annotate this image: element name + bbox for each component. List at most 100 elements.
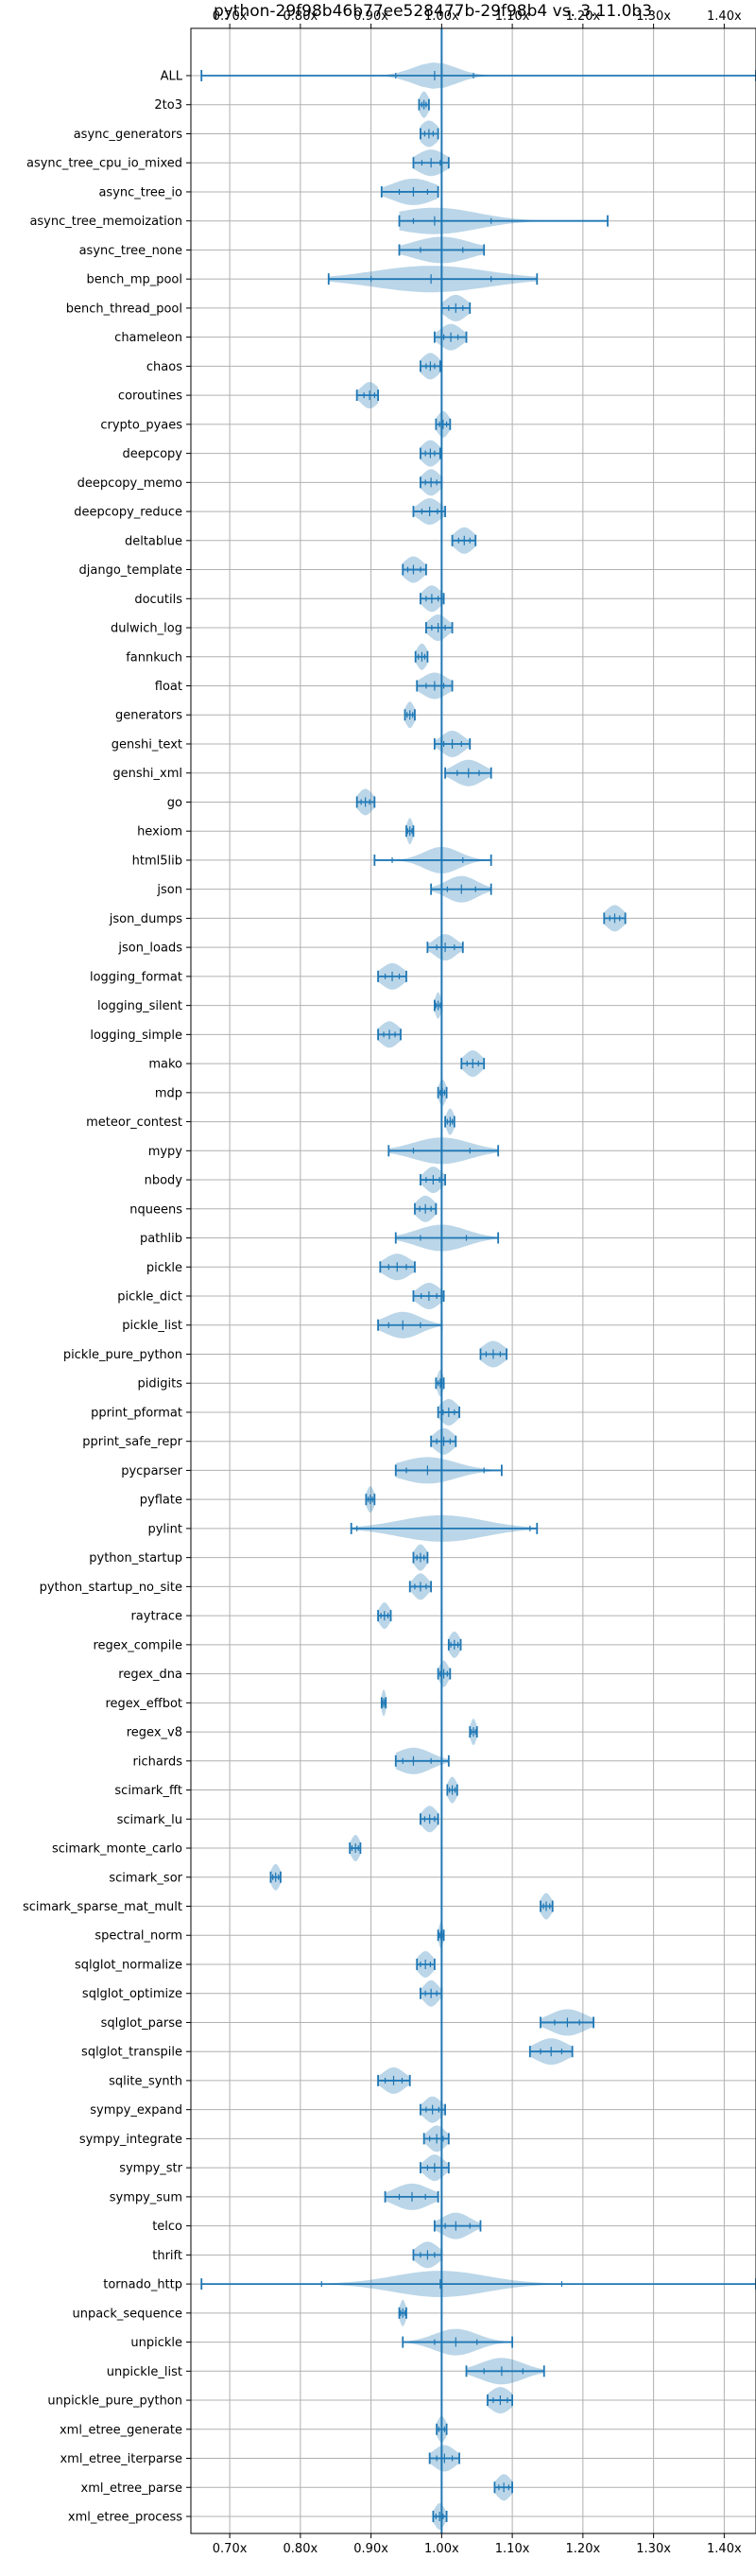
violin-scimark-sor bbox=[269, 1863, 282, 1891]
violin-crypto-pyaes bbox=[435, 410, 452, 438]
y-tick-label-go: go bbox=[167, 796, 182, 810]
x-tick-label-bottom: 1.40x bbox=[707, 2542, 742, 2556]
y-tick-label-spectral-norm: spectral_norm bbox=[94, 1929, 182, 1944]
x-tick-label-top: 1.00x bbox=[424, 9, 459, 24]
y-tick-label-json-loads: json_loads bbox=[117, 942, 182, 956]
y-tick-label-float: float bbox=[155, 680, 182, 694]
violin-deepcopy bbox=[420, 440, 441, 467]
y-tick-label-pprint-pformat: pprint_pformat bbox=[91, 1406, 182, 1420]
x-tick-label-top: 1.40x bbox=[707, 9, 742, 24]
violin-coroutines bbox=[355, 382, 379, 409]
y-tick-label-scimark-sor: scimark_sor bbox=[109, 1871, 182, 1885]
violin-async-generators bbox=[420, 120, 439, 147]
violin-xml-etree-iterparse bbox=[428, 2445, 460, 2472]
y-tick-label-html5lib: html5lib bbox=[132, 854, 182, 868]
violin-pickle bbox=[379, 1253, 416, 1281]
y-tick-label-async-tree-memoization: async_tree_memoization bbox=[29, 215, 182, 229]
y-tick-label-async-tree-io: async_tree_io bbox=[98, 185, 182, 199]
violin-bench-thread-pool bbox=[440, 294, 472, 321]
violin-mypy bbox=[387, 1137, 500, 1165]
y-tick-label-sympy-sum: sympy_sum bbox=[110, 2190, 182, 2204]
y-tick-label-sqlglot-optimize: sqlglot_optimize bbox=[82, 1987, 182, 2001]
violin-logging-format bbox=[377, 962, 407, 990]
grid-layer bbox=[191, 28, 756, 2533]
y-tick-label-telco: telco bbox=[152, 2220, 182, 2234]
y-tick-label-mdp: mdp bbox=[155, 1086, 182, 1100]
y-tick-label-raytrace: raytrace bbox=[130, 1610, 182, 1624]
y-tick-label-pycparser: pycparser bbox=[121, 1464, 182, 1478]
violin-regex-effbot bbox=[380, 1689, 387, 1717]
violin-logging-silent bbox=[433, 992, 443, 1019]
violin-sympy-integrate bbox=[422, 2125, 450, 2152]
y-tick-label-unpickle-list: unpickle_list bbox=[107, 2365, 182, 2379]
violin-unpack-sequence bbox=[398, 2299, 407, 2326]
y-tick-label-pickle-dict: pickle_dict bbox=[117, 1290, 182, 1305]
violin-pylint bbox=[350, 1514, 539, 1542]
violin-chaos bbox=[420, 353, 441, 380]
y-tick-label-dulwich-log: dulwich_log bbox=[111, 622, 182, 636]
violin-meteor-contest bbox=[444, 1108, 455, 1135]
y-tick-label-xml-etree-parse: xml_etree_parse bbox=[81, 2481, 182, 2496]
violin-sqlglot-normalize bbox=[416, 1951, 436, 1978]
x-tick-label-bottom: 0.90x bbox=[353, 2542, 388, 2556]
y-tick-label-unpack-sequence: unpack_sequence bbox=[72, 2307, 182, 2321]
y-tick-label-deepcopy-reduce: deepcopy_reduce bbox=[74, 506, 182, 520]
x-tick-label-top: 0.80x bbox=[284, 9, 318, 24]
violin-nqueens bbox=[414, 1195, 438, 1222]
y-tick-label-fannkuch: fannkuch bbox=[126, 650, 182, 665]
x-tick-label-top: 1.10x bbox=[495, 9, 530, 24]
violin-pickle-pure-python bbox=[479, 1340, 508, 1368]
violin-richards bbox=[394, 1747, 450, 1774]
violin-deepcopy-memo bbox=[420, 469, 443, 496]
y-tick-label-thrift: thrift bbox=[152, 2249, 182, 2263]
violin-sqlglot-optimize bbox=[420, 1980, 443, 2007]
y-tick-label-chameleon: chameleon bbox=[114, 331, 182, 345]
violin-json-dumps bbox=[603, 905, 627, 932]
y-tick-label-logging-format: logging_format bbox=[90, 970, 182, 984]
violin-unpickle bbox=[402, 2328, 514, 2356]
y-tick-label-django-template: django_template bbox=[79, 563, 182, 578]
violin-regex-v8 bbox=[469, 1719, 478, 1746]
violin-scimark-lu bbox=[420, 1806, 439, 1833]
y-tick-label-scimark-sparse-mat-mult: scimark_sparse_mat_mult bbox=[23, 1900, 182, 1914]
violin-bench-mp-pool bbox=[327, 266, 539, 293]
y-tick-label-hexiom: hexiom bbox=[137, 825, 182, 839]
y-tick-label-mako: mako bbox=[148, 1058, 182, 1072]
violin-dulwich-log bbox=[425, 614, 454, 641]
y-tick-label-pidigits: pidigits bbox=[138, 1377, 183, 1392]
x-tick-label-top: 1.20x bbox=[566, 9, 601, 24]
y-tick-label-scimark-lu: scimark_lu bbox=[117, 1813, 182, 1827]
y-tick-label-pickle-list: pickle_list bbox=[122, 1319, 182, 1333]
violin-deepcopy-reduce bbox=[412, 498, 447, 526]
violin-docutils bbox=[420, 585, 445, 613]
violin-mako bbox=[460, 1050, 486, 1078]
y-tick-label-async-generators: async_generators bbox=[74, 128, 183, 142]
violin-async-tree-memoization bbox=[398, 207, 609, 234]
violin-genshi-xml bbox=[444, 759, 492, 787]
plot-frame bbox=[190, 27, 756, 2534]
y-tick-label-crypto-pyaes: crypto_pyaes bbox=[100, 418, 182, 432]
y-tick-label-sqlglot-transpile: sqlglot_transpile bbox=[81, 2046, 182, 2060]
y-tick-label-regex-v8: regex_v8 bbox=[127, 1726, 182, 1740]
violin-telco bbox=[433, 2212, 482, 2239]
y-tick-label-chaos: chaos bbox=[146, 360, 182, 374]
y-tick-label-scimark-fft: scimark_fft bbox=[114, 1784, 182, 1798]
violin-async-tree-cpu-io-mixed bbox=[412, 149, 450, 177]
violin-tornado-http bbox=[200, 2271, 756, 2297]
violin-float bbox=[416, 672, 454, 700]
y-tick-label-2to3: 2to3 bbox=[154, 98, 182, 112]
violin-logging-simple bbox=[377, 1021, 402, 1048]
violin-raytrace bbox=[377, 1602, 392, 1630]
y-tick-label-tornado-http: tornado_http bbox=[103, 2278, 182, 2292]
y-tick-label-nbody: nbody bbox=[145, 1174, 183, 1188]
y-tick-label-logging-silent: logging_silent bbox=[97, 999, 182, 1013]
violin-chameleon bbox=[433, 323, 468, 351]
x-tick-label-top: 0.90x bbox=[353, 9, 388, 24]
y-tick-label-async-tree-none: async_tree_none bbox=[79, 244, 182, 258]
y-tick-label-pickle-pure-python: pickle_pure_python bbox=[63, 1348, 182, 1362]
y-tick-label-regex-compile: regex_compile bbox=[93, 1638, 182, 1652]
y-tick-label-pyflate: pyflate bbox=[140, 1494, 182, 1508]
y-tick-label-meteor-contest: meteor_contest bbox=[86, 1115, 182, 1130]
y-tick-label-xml-etree-generate: xml_etree_generate bbox=[60, 2423, 182, 2437]
